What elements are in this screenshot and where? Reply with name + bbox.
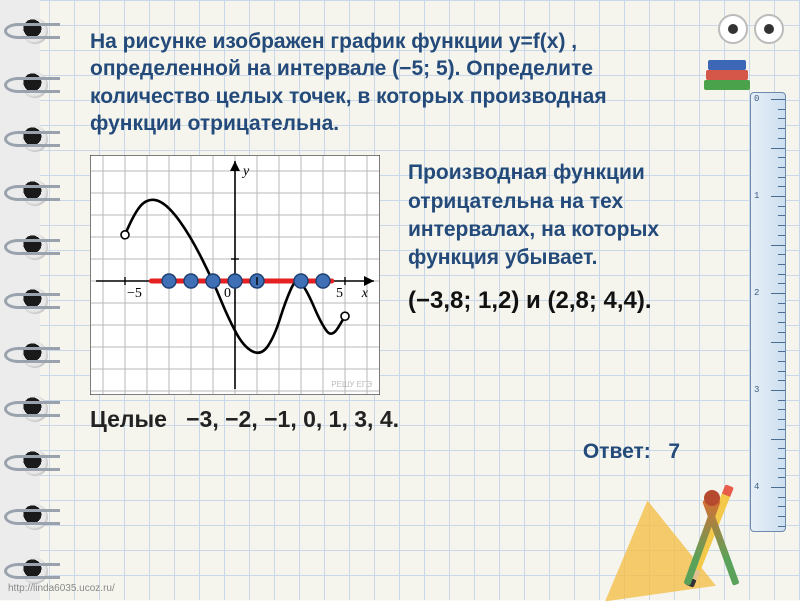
svg-text:y: y: [241, 164, 250, 179]
explanation-text: Производная функции отрицательна на тех …: [408, 159, 690, 272]
svg-text:0: 0: [224, 286, 231, 301]
integer-points: Целые −3, −2, −1, 0, 1, 3, 4.: [90, 405, 690, 434]
function-graph: y x 0 −5 5 РЕШУ ЕГЭ: [90, 155, 380, 395]
answer-label: Ответ:: [583, 440, 651, 463]
explanation-block: Производная функции отрицательна на тех …: [408, 155, 690, 314]
source-url: http://linda6035.ucoz.ru/: [8, 583, 115, 594]
integers-label: Целые: [90, 406, 167, 432]
decreasing-intervals: (−3,8; 1,2) и (2,8; 4,4).: [408, 287, 690, 315]
svg-text:РЕШУ ЕГЭ: РЕШУ ЕГЭ: [331, 380, 372, 389]
drafting-tools-decoration: [598, 474, 758, 594]
problem-heading: На рисунке изображен график функции y=f(…: [90, 28, 690, 137]
integers-list: −3, −2, −1, 0, 1, 3, 4.: [186, 406, 399, 432]
answer-value: 7: [668, 440, 680, 463]
answer-line: Ответ: 7: [90, 440, 690, 464]
svg-text:x: x: [361, 286, 369, 301]
slide-content: На рисунке изображен график функции y=f(…: [0, 0, 800, 484]
svg-text:−5: −5: [127, 286, 142, 301]
svg-text:5: 5: [336, 286, 343, 301]
